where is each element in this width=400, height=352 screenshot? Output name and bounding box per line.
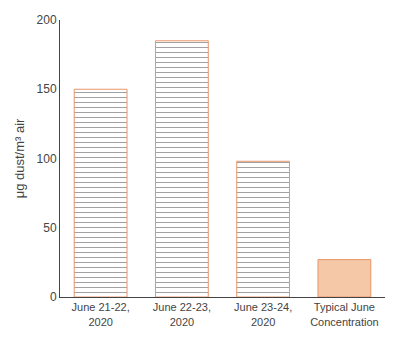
svg-text:150: 150 bbox=[37, 82, 57, 96]
svg-text:μg dust/m³ air: μg dust/m³ air bbox=[12, 118, 27, 198]
svg-text:June 22-23,2020: June 22-23,2020 bbox=[153, 301, 211, 327]
svg-text:Typical JuneConcentration: Typical JuneConcentration bbox=[310, 301, 379, 327]
svg-text:50: 50 bbox=[43, 221, 57, 235]
svg-text:0: 0 bbox=[50, 290, 57, 304]
svg-text:100: 100 bbox=[37, 152, 57, 166]
svg-text:June 21-22,2020: June 21-22,2020 bbox=[72, 301, 130, 327]
svg-text:June 23-24,2020: June 23-24,2020 bbox=[234, 301, 292, 327]
svg-text:200: 200 bbox=[37, 13, 57, 27]
